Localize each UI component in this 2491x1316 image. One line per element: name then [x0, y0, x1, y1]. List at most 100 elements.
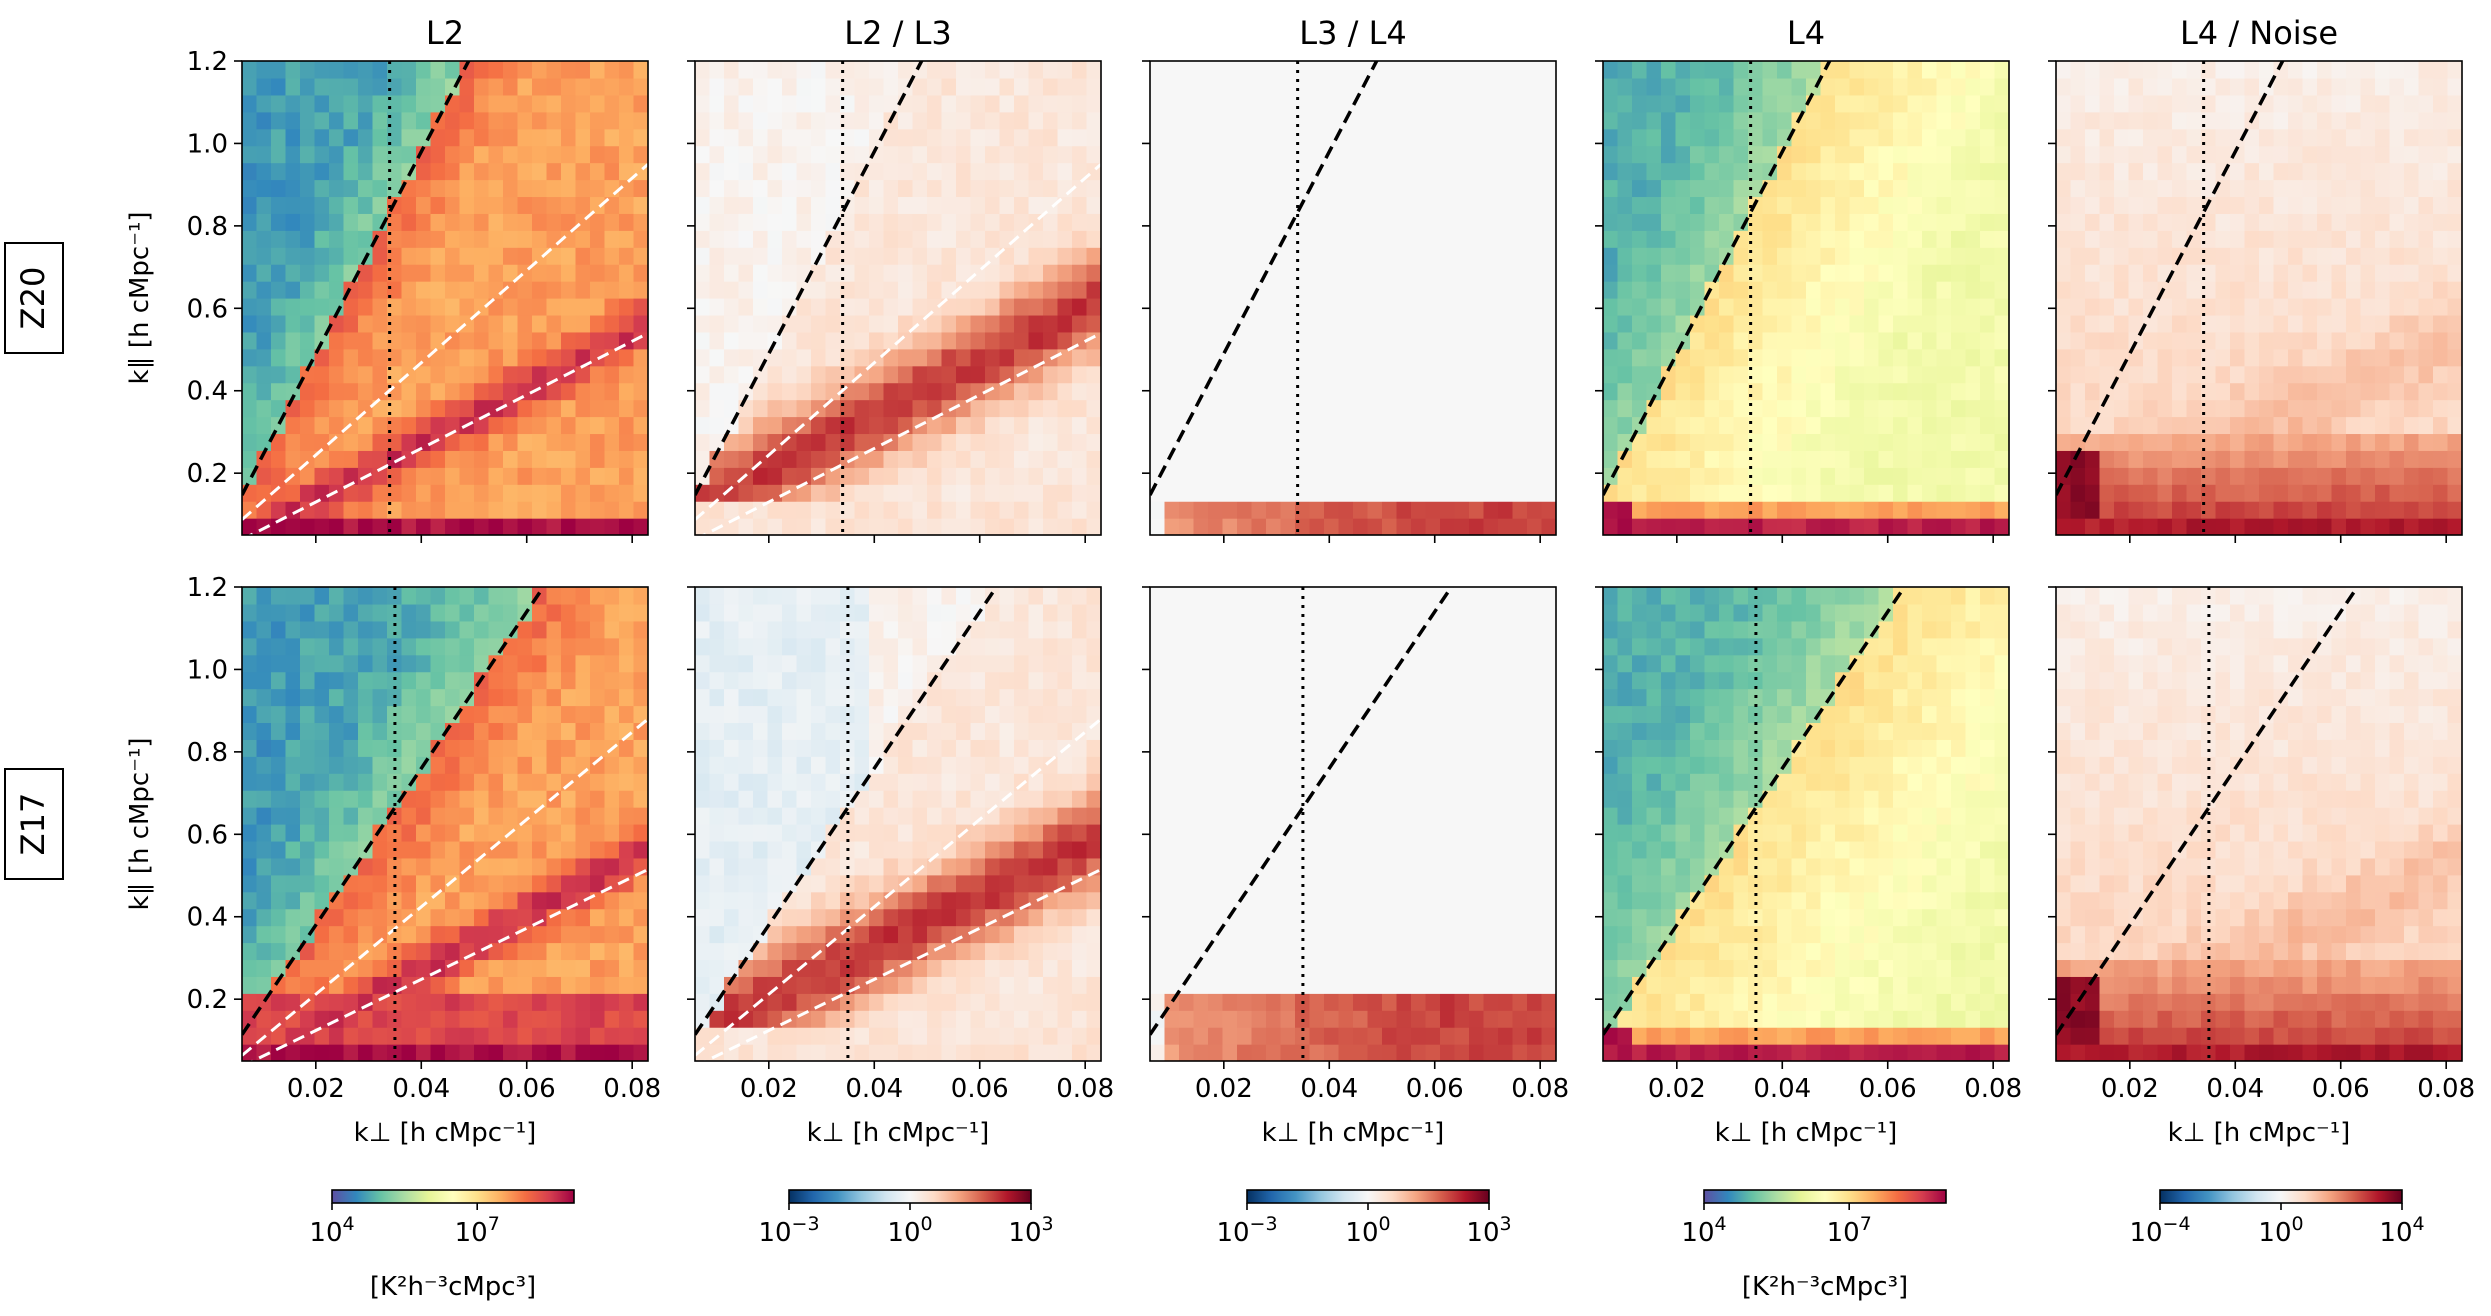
heatmap-cell	[782, 145, 798, 164]
heatmap-cell	[941, 501, 957, 519]
heatmap-cell	[300, 230, 316, 248]
heatmap-cell	[343, 942, 359, 961]
heatmap-cell	[898, 162, 914, 181]
heatmap-cell	[2186, 450, 2202, 468]
heatmap-cell	[1208, 94, 1224, 113]
heatmap-cell	[358, 61, 374, 79]
heatmap-cell	[1043, 433, 1059, 451]
heatmap-cell	[1646, 399, 1662, 418]
heatmap-cell	[1150, 365, 1166, 384]
heatmap-cell	[488, 705, 504, 724]
heatmap-cell	[546, 1044, 562, 1061]
heatmap-cell	[474, 942, 490, 961]
heatmap-cell	[1777, 111, 1793, 130]
heatmap-cell	[1237, 450, 1253, 468]
heatmap-cell	[358, 773, 374, 791]
heatmap-cell	[1527, 213, 1543, 231]
heatmap-cell	[2099, 179, 2115, 198]
heatmap-cell	[488, 518, 504, 535]
heatmap-cell	[1164, 145, 1180, 164]
heatmap-cell	[2172, 196, 2188, 214]
heatmap-cell	[695, 433, 711, 451]
heatmap-cell	[1324, 281, 1340, 299]
heatmap-cell	[604, 671, 620, 690]
heatmap-cell	[1632, 77, 1648, 96]
heatmap-cell	[1193, 298, 1209, 316]
heatmap-cell	[1425, 399, 1441, 418]
heatmap-cell	[445, 891, 461, 910]
heatmap-cell	[2288, 501, 2304, 519]
heatmap-cell	[1704, 331, 1720, 350]
heatmap-cell	[619, 688, 635, 707]
heatmap-cell	[709, 298, 725, 316]
heatmap-cell	[590, 756, 606, 774]
heatmap-cell	[256, 77, 272, 96]
heatmap-cell	[796, 247, 812, 265]
heatmap-cell	[811, 348, 827, 367]
heatmap-cell	[2230, 230, 2246, 248]
heatmap-cell	[2375, 94, 2391, 113]
heatmap-cell	[1994, 230, 2009, 248]
heatmap-cell	[1690, 179, 1706, 198]
heatmap-cell	[1965, 501, 1981, 519]
heatmap-cell	[1632, 518, 1648, 535]
heatmap-cell	[242, 433, 258, 451]
heatmap-cell	[1222, 399, 1238, 418]
heatmap-cell	[1820, 61, 1836, 79]
heatmap-cell	[2215, 196, 2231, 214]
heatmap-cell	[1440, 196, 1456, 214]
heatmap-cell	[416, 1044, 432, 1061]
heatmap-cell	[927, 365, 943, 384]
heatmap-cell	[329, 399, 345, 418]
horizon-wedge-line	[242, 587, 546, 1036]
heatmap-cell	[430, 807, 446, 825]
heatmap-cell	[503, 518, 519, 535]
heatmap-cell	[840, 348, 856, 367]
heatmap-cell	[1309, 111, 1325, 130]
heatmap-cell	[285, 976, 301, 994]
heatmap-cell	[416, 230, 432, 248]
heatmap-cell	[1193, 264, 1209, 282]
heatmap-cell	[1762, 128, 1778, 147]
heatmap-cell	[1014, 484, 1030, 502]
heatmap-cell	[2360, 94, 2376, 113]
heatmap-cell	[1309, 94, 1325, 113]
heatmap-cell	[1951, 484, 1967, 502]
heatmap-cell	[1907, 145, 1923, 164]
heatmap-cell	[912, 484, 928, 502]
heatmap-cell	[2447, 365, 2462, 384]
heatmap-cell	[1733, 365, 1749, 384]
heatmap-cell	[724, 959, 740, 977]
heatmap-cell	[2433, 433, 2449, 451]
heatmap-cell	[854, 230, 870, 248]
heatmap-cell	[1980, 399, 1996, 418]
heatmap-cell	[546, 840, 562, 859]
heatmap-cell	[1849, 348, 1865, 367]
heatmap-cell	[1251, 348, 1267, 367]
heatmap-cell	[445, 298, 461, 316]
heatmap-cell	[1057, 416, 1073, 435]
heatmap-cell	[1309, 399, 1325, 418]
heatmap-cell	[546, 128, 562, 147]
heatmap-cell	[1820, 382, 1836, 401]
heatmap-cell	[1762, 399, 1778, 418]
heatmap-cell	[2128, 213, 2144, 231]
heatmap-cell	[546, 824, 562, 842]
heatmap-cell	[445, 603, 461, 622]
heatmap-cell	[271, 484, 287, 502]
heatmap-cell	[753, 773, 769, 791]
heatmap-cell	[358, 587, 374, 605]
heatmap-cell	[869, 145, 885, 164]
heatmap-cell	[956, 331, 972, 350]
heatmap-cell	[532, 824, 548, 842]
heatmap-cell	[256, 128, 272, 147]
heatmap-cell	[2447, 399, 2462, 418]
heatmap-cell	[1951, 399, 1967, 418]
heatmap-cell	[1382, 213, 1398, 231]
heatmap-cell	[488, 213, 504, 231]
heatmap-cell	[1072, 484, 1088, 502]
heatmap-cell	[503, 688, 519, 707]
heatmap-cell	[941, 416, 957, 435]
heatmap-cell	[633, 671, 648, 690]
heatmap-cell	[2085, 382, 2101, 401]
